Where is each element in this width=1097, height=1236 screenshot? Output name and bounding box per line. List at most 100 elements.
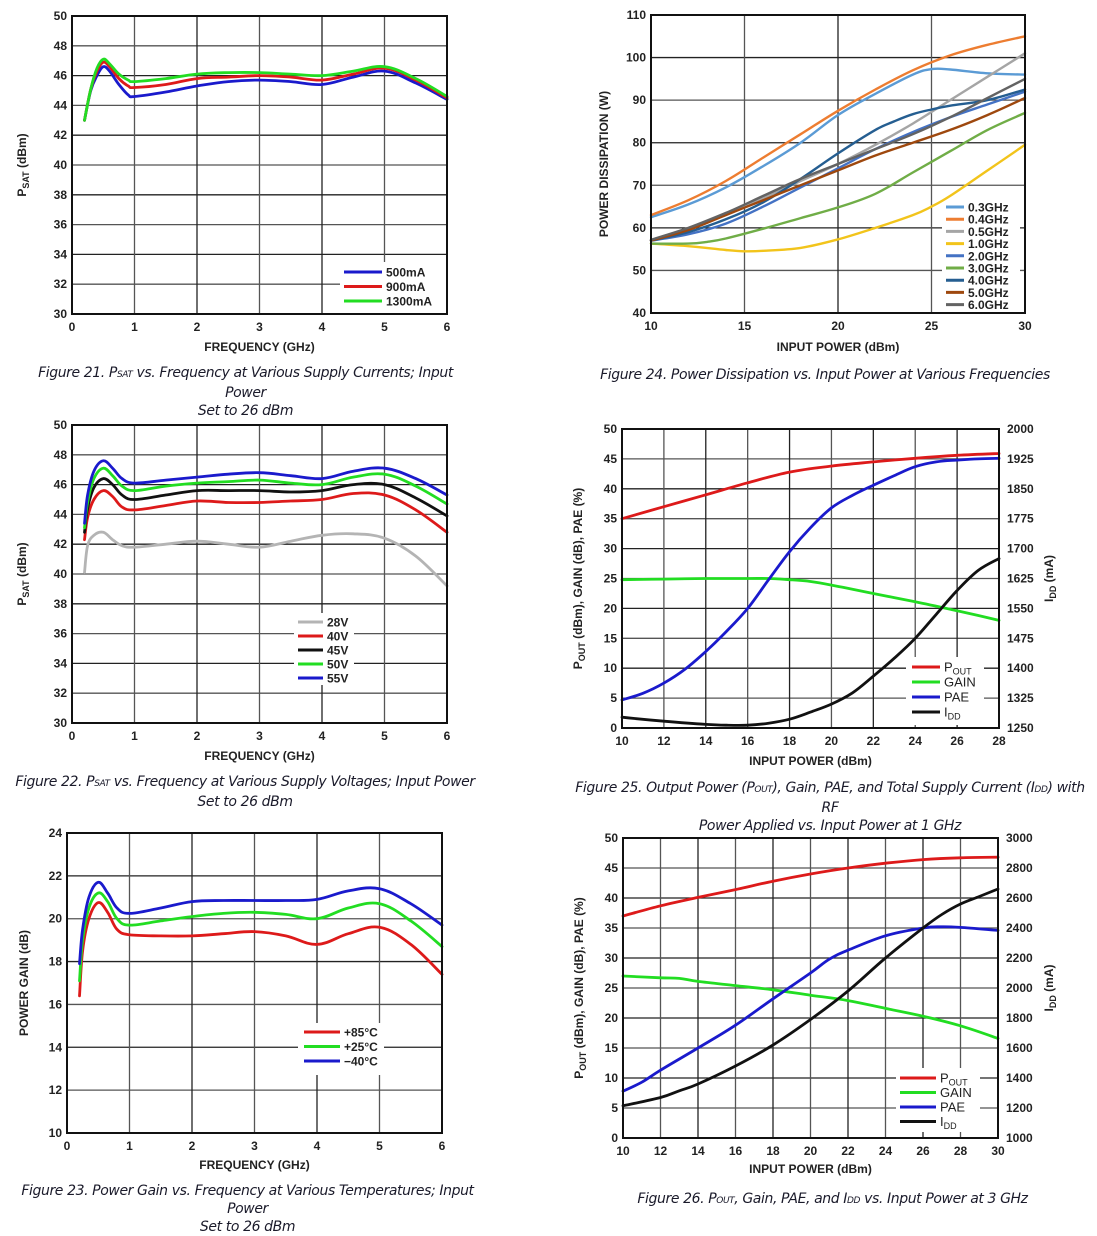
legend-label: 1.0GHz <box>968 237 1009 251</box>
y-tick-label: 35 <box>605 921 619 935</box>
caption-fig26-mid: , Gain, PAE, and I <box>734 1191 848 1207</box>
legend: 0.3GHz0.4GHz0.5GHz1.0GHz2.0GHz3.0GHz4.0G… <box>946 201 1009 312</box>
y-axis-title-sub: OUT <box>578 1051 588 1071</box>
y-tick-label: 48 <box>54 448 68 462</box>
series-line-5-0ghz <box>649 96 1027 242</box>
legend-background <box>896 1068 980 1132</box>
y-right-tick-label: 1325 <box>1007 691 1034 705</box>
caption-fig21-line2: Set to 26 dBm <box>197 403 294 419</box>
plot-border <box>622 837 999 1139</box>
y-tick-label: 20 <box>605 1011 619 1025</box>
caption-fig26-sub2: DD <box>847 1196 861 1206</box>
y-tick-label: 45 <box>605 861 619 875</box>
plot-area <box>623 838 998 1138</box>
x-tick-label: 0 <box>69 729 76 743</box>
y-axis-title-group: PSAT (dBm) <box>15 133 31 196</box>
legend: +85°C+25°C−40°C <box>304 1026 378 1069</box>
x-tick-label: 2 <box>189 1139 196 1153</box>
y-right-axis-title-rest: (mA) <box>1042 964 1056 995</box>
y-axis-title: PSAT (dBm) <box>15 542 31 605</box>
legend-label-sub: OUT <box>949 1078 969 1088</box>
plot-border <box>66 832 443 1134</box>
y-tick-label: 70 <box>633 178 647 192</box>
legend-background <box>906 657 984 725</box>
legend-label: 3.0GHz <box>968 262 1009 276</box>
caption-fig25-sub: OUT <box>754 785 773 795</box>
x-tick-label: 20 <box>804 1144 818 1158</box>
x-tick-label: 5 <box>381 729 388 743</box>
series-line-0-5ghz <box>649 52 1027 242</box>
legend-background <box>294 613 354 685</box>
y-axis-title: POWER GAIN (dB) <box>17 930 31 1036</box>
x-tick-label: 26 <box>950 734 964 748</box>
x-tick-label: 5 <box>376 1139 383 1153</box>
y-tick-label: 30 <box>54 716 68 730</box>
legend-label: 6.0GHz <box>968 298 1009 312</box>
x-tick-label: 24 <box>879 1144 893 1158</box>
y-tick-label: 24 <box>49 826 63 840</box>
y-tick-label: 25 <box>604 572 618 586</box>
legend-label-sub: DD <box>948 712 961 722</box>
series-line-idd <box>620 557 1001 727</box>
legend-label-main: P <box>944 660 953 675</box>
x-tick-label: 1 <box>131 320 138 334</box>
y-right-tick-label: 2000 <box>1006 981 1033 995</box>
x-axis-title: FREQUENCY (GHz) <box>199 1158 309 1172</box>
y-tick-label: 38 <box>54 597 68 611</box>
x-tick-label: 4 <box>319 729 326 743</box>
y-tick-label: 10 <box>605 1071 619 1085</box>
y-right-tick-label: 1625 <box>1007 572 1034 586</box>
x-tick-label: 22 <box>841 1144 855 1158</box>
legend-label: 1300mA <box>386 295 432 309</box>
series-line-pae <box>620 456 1001 702</box>
legend-label: 40V <box>327 630 348 644</box>
caption-fig21-post: vs. Frequency at Various Supply Currents… <box>132 365 454 401</box>
y-tick-label: 100 <box>626 51 646 65</box>
caption-fig21-pre: Figure 21. P <box>38 365 117 381</box>
grid <box>621 428 1000 729</box>
caption-fig22-pre: Figure 22. P <box>15 774 95 790</box>
legend-label: 0.4GHz <box>968 213 1009 227</box>
y-tick-label: 34 <box>54 656 68 670</box>
y-tick-label: 22 <box>49 869 63 883</box>
series-line-3-0ghz <box>649 111 1027 245</box>
y-right-tick-label: 1475 <box>1007 631 1034 645</box>
y-tick-label: 40 <box>604 482 618 496</box>
y-axis-title-sub: OUT <box>577 642 587 662</box>
chart-fig25: 0 5 10 15 20 25 30 35 40 45 50 1250 1325 1400 1475 1550… <box>571 422 1058 768</box>
x-tick-label: 3 <box>251 1139 258 1153</box>
series-line-50v <box>83 466 449 530</box>
series-line-4-0ghz <box>649 88 1027 242</box>
legend-label: 900mA <box>386 280 426 294</box>
y-tick-label: 42 <box>54 537 68 551</box>
y-right-axis-title: IDD (mA) <box>1042 555 1058 602</box>
y-right-axis-title-group: IDD (mA) <box>1042 555 1058 602</box>
caption-fig21: Figure 21. PSAT vs. Frequency at Various… <box>18 364 473 420</box>
legend-label-main: I <box>940 1114 944 1129</box>
y-tick-label: 45 <box>604 452 618 466</box>
y-right-tick-label: 1775 <box>1007 512 1034 526</box>
series-line-500ma <box>83 65 449 122</box>
y-tick-label: 15 <box>605 1041 619 1055</box>
y-tick-label: 18 <box>49 955 63 969</box>
caption-fig26: Figure 26. POUT, Gain, PAE, and IDD vs. … <box>570 1190 1095 1210</box>
x-tick-label: 25 <box>925 319 939 333</box>
y-right-tick-label: 2000 <box>1007 422 1034 436</box>
plot-area <box>622 429 999 728</box>
x-tick-label: 6 <box>444 729 451 743</box>
x-tick-label: 28 <box>992 734 1006 748</box>
caption-fig23-line2: Set to 26 dBm <box>199 1219 296 1235</box>
x-tick-label: 16 <box>729 1144 743 1158</box>
y-tick-label: 35 <box>604 512 618 526</box>
grid <box>622 837 999 1139</box>
y-tick-label: 36 <box>54 627 68 641</box>
series-line-900ma <box>83 60 449 122</box>
y-tick-label: 30 <box>54 307 68 321</box>
caption-fig25: Figure 25. Output Power (POUT), Gain, PA… <box>565 779 1095 835</box>
x-tick-label: 5 <box>381 320 388 334</box>
series-line-0-3ghz <box>649 67 1027 219</box>
plot-area <box>651 15 1025 313</box>
